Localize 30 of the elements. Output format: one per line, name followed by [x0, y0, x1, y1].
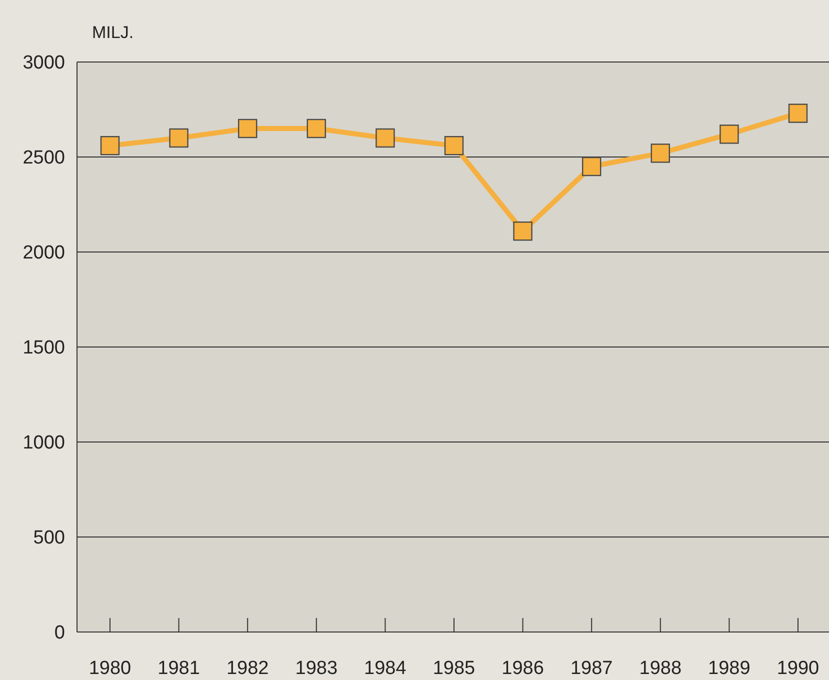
- x-tick-label: 1983: [295, 658, 338, 679]
- y-tick-label: 2500: [22, 148, 65, 169]
- point: [444, 136, 464, 156]
- x-tick-label: 1987: [570, 658, 613, 679]
- point: [650, 144, 670, 163]
- point: [169, 128, 188, 148]
- y-tick-label: 3000: [22, 52, 65, 74]
- x-tick-label: 1990: [776, 658, 820, 679]
- x-tick-label: 1985: [432, 658, 476, 679]
- x-tick-label: 1986: [502, 658, 544, 679]
- point: [376, 128, 395, 148]
- point: [582, 156, 602, 176]
- point: [720, 124, 739, 144]
- x-tick-label: 1988: [639, 658, 682, 679]
- point: [306, 118, 326, 138]
- point: [100, 136, 120, 156]
- y-tick-label: 2000: [22, 242, 65, 264]
- x-tick-label: 1980: [88, 658, 132, 679]
- x-tick-label: 1984: [364, 658, 407, 679]
- y-tick-label: 0: [54, 622, 65, 644]
- y-tick-label: 500: [33, 528, 65, 549]
- point: [238, 118, 258, 138]
- x-tick-label: 1982: [226, 658, 269, 679]
- y-tick-label: 1000: [22, 432, 65, 454]
- y-axis-title: MILJ.: [92, 23, 134, 42]
- point: [513, 222, 532, 241]
- x-tick-label: 1981: [158, 658, 200, 679]
- point: [788, 104, 808, 123]
- x-tick-label: 1989: [708, 658, 750, 679]
- y-tick-label: 1500: [22, 338, 65, 359]
